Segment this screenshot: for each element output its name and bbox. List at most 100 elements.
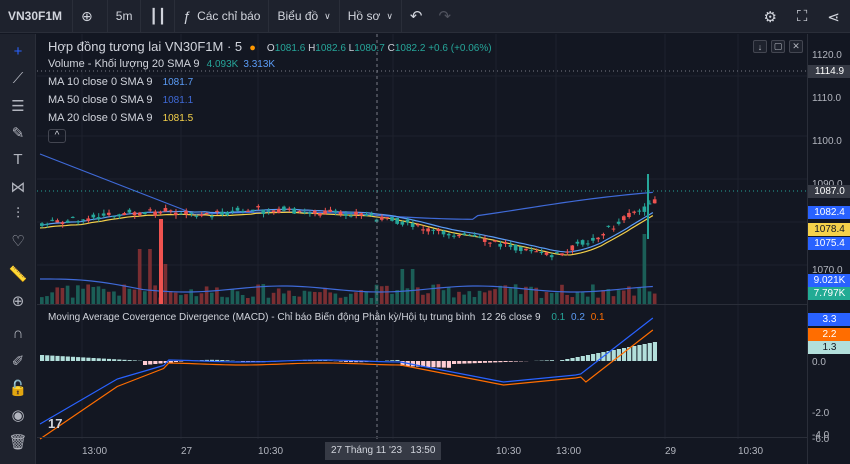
- candle-body: [493, 240, 497, 242]
- fullscreen-button[interactable]: ⛶: [787, 0, 818, 33]
- price-badge: 7.797K: [808, 287, 850, 300]
- volume-bar: [328, 292, 333, 304]
- collapse-legend-button[interactable]: ^: [48, 129, 66, 143]
- macd-hist-bar: [122, 359, 127, 361]
- compare-button[interactable]: ⊕: [72, 0, 107, 33]
- series-title[interactable]: Hợp đồng tương lai VN30F1M · 5: [48, 39, 243, 54]
- macd-hist-bar: [647, 343, 652, 361]
- crosshair-tool[interactable]: +: [0, 38, 36, 65]
- symbol-search[interactable]: VN30F1M: [8, 9, 63, 23]
- volume-bar: [565, 294, 569, 304]
- macd-hist-bar: [76, 357, 81, 361]
- candle-body: [565, 251, 569, 253]
- volume-bar: [204, 286, 209, 304]
- ma-legend-row[interactable]: MA 10 close 0 SMA 9 1081.7: [48, 76, 193, 88]
- candle-body: [173, 212, 178, 216]
- interval-button[interactable]: 5m: [106, 0, 141, 33]
- indicators-button[interactable]: ƒ Các chỉ báo: [174, 0, 268, 33]
- high-label: H: [308, 43, 316, 54]
- brush-tool[interactable]: ✎: [0, 119, 36, 146]
- candle-body: [467, 234, 472, 236]
- volume-bar: [446, 287, 451, 304]
- macd-hist-bar: [132, 360, 137, 361]
- trendline-icon: ⟋: [12, 70, 24, 87]
- chart-layout-button[interactable]: Biểu đồ ∨: [268, 0, 338, 33]
- move-down-button[interactable]: ↓: [753, 40, 767, 53]
- visibility-tool[interactable]: ◉: [0, 401, 36, 428]
- volume-label: Volume - Khối lượng 20 SMA 9: [48, 58, 200, 70]
- candle-body: [251, 209, 255, 211]
- price-badge: 1087.0: [808, 185, 850, 198]
- share-button[interactable]: ⋖: [817, 0, 850, 33]
- candle-body: [591, 237, 595, 241]
- fib-tool[interactable]: ☰: [0, 92, 36, 119]
- candle-body: [359, 213, 363, 216]
- text-tool[interactable]: T: [0, 146, 36, 173]
- macd-hist-bar: [637, 345, 642, 361]
- settings-button[interactable]: ⚙: [753, 0, 786, 33]
- macd-hist-bar: [65, 356, 70, 361]
- profile-button[interactable]: Hồ sơ ∨: [338, 0, 401, 33]
- volume-bar: [637, 287, 642, 304]
- macd-hist-bar: [457, 361, 462, 364]
- time-tick-label: 13:00: [82, 446, 108, 457]
- macd-hist-bar: [50, 355, 55, 361]
- volume-bar: [112, 291, 116, 304]
- magnet-tool[interactable]: ∩: [0, 320, 36, 347]
- volume-bar: [209, 292, 214, 304]
- ma-label: MA 50 close 0 SMA 9: [48, 94, 153, 106]
- candle-body: [101, 213, 106, 216]
- volume-bars: [40, 234, 657, 304]
- candle-body: [508, 244, 513, 247]
- zoom-tool[interactable]: ⊕: [0, 287, 36, 314]
- ruler-tool[interactable]: 📏: [0, 260, 36, 287]
- redo-button[interactable]: ↷: [430, 0, 459, 33]
- lock-tool[interactable]: 🔓: [0, 374, 36, 401]
- measure-tool[interactable]: ⫶: [0, 200, 36, 227]
- macd-hist-value: 0.1: [551, 312, 566, 323]
- time-tick-label: 10:30: [738, 446, 764, 457]
- volume-bar: [60, 287, 65, 304]
- pane-separator[interactable]: [37, 304, 807, 305]
- crosshair-icon: +: [13, 43, 23, 60]
- time-tick-label: 10:30: [258, 446, 284, 457]
- macd-legend[interactable]: Moving Average Covergence Divergence (MA…: [48, 312, 605, 323]
- lock-draw-tool[interactable]: ✐: [0, 347, 36, 374]
- macd-hist-bar: [70, 356, 76, 361]
- macd-hist-bar: [627, 347, 632, 361]
- pattern-tool[interactable]: ⋈: [0, 173, 36, 200]
- ma-legend-row[interactable]: MA 50 close 0 SMA 9 1081.1: [48, 94, 193, 106]
- trendline-tool[interactable]: ⟋: [0, 65, 36, 92]
- candle-body: [137, 212, 142, 216]
- volume-legend[interactable]: Volume - Khối lượng 20 SMA 9 4.093K 3.31…: [48, 58, 275, 70]
- candle-body: [117, 214, 121, 217]
- volume-bar: [529, 286, 533, 304]
- fib-icon: ☰: [11, 97, 25, 115]
- candle-body: [132, 212, 137, 216]
- tradingview-logo[interactable]: 17: [48, 416, 63, 431]
- macd-hist-bar: [544, 360, 549, 361]
- favorites-tool[interactable]: ♡: [0, 227, 36, 254]
- volume-bar: [462, 294, 466, 304]
- share-icon: ⋖: [827, 8, 840, 26]
- volume-bar: [282, 293, 286, 304]
- candle-body: [596, 237, 600, 240]
- macd-hist-bar: [472, 361, 477, 364]
- candle-body: [544, 252, 549, 255]
- macd-hist-bar: [462, 361, 467, 364]
- volume-bar: [498, 285, 502, 304]
- candle-body: [580, 240, 585, 245]
- chart-canvas[interactable]: [37, 34, 807, 464]
- candle-body: [292, 208, 296, 214]
- move-pane-button[interactable]: ▢: [771, 40, 785, 53]
- trash-tool[interactable]: 🗑: [0, 428, 36, 455]
- macd-hist-bar: [106, 358, 112, 361]
- close-pane-button[interactable]: ✕: [789, 40, 803, 53]
- price-axis[interactable]: 1120.0 1110.0 1100.0 1090.0 1070.0 1114.9 1087…: [807, 34, 850, 464]
- chart-type-button[interactable]: ┃┃: [140, 0, 174, 33]
- ma-legend-row[interactable]: MA 20 close 0 SMA 9 1081.5: [48, 112, 193, 124]
- lock-icon: 🔓: [8, 379, 28, 397]
- volume-bar: [148, 249, 152, 304]
- macd-hist-bar: [549, 360, 554, 361]
- undo-button[interactable]: ↶: [400, 0, 431, 33]
